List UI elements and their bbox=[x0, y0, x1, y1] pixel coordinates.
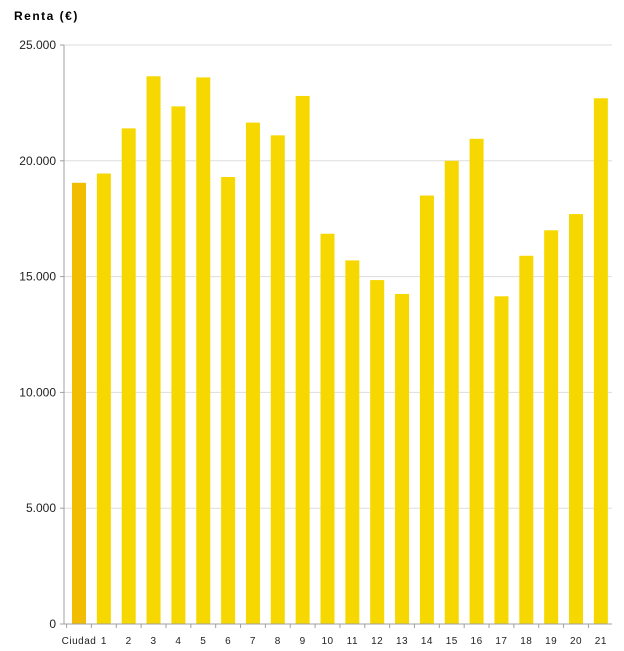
bar-4 bbox=[171, 106, 186, 625]
y-tick-label: 25.000 bbox=[19, 38, 56, 52]
x-tick-label: 7 bbox=[250, 636, 256, 647]
x-tick-label: 4 bbox=[175, 636, 181, 647]
x-tick-label: 8 bbox=[275, 636, 281, 647]
x-tick-label: 21 bbox=[595, 636, 607, 647]
x-tick-label: Ciudad bbox=[62, 636, 97, 647]
x-tick-label: 10 bbox=[321, 636, 333, 647]
y-tick-label: 10.000 bbox=[19, 385, 56, 399]
bar-14 bbox=[419, 195, 434, 625]
x-tick-label: 20 bbox=[570, 636, 582, 647]
bar-13 bbox=[395, 293, 410, 624]
y-tick-label: 5.000 bbox=[26, 501, 56, 515]
bar-8 bbox=[270, 135, 285, 624]
x-tick-label: 13 bbox=[396, 636, 408, 647]
x-tick-label: 14 bbox=[421, 636, 433, 647]
bar-1 bbox=[96, 173, 111, 625]
x-tick-label: 15 bbox=[446, 636, 458, 647]
axes bbox=[60, 44, 612, 628]
x-tick-label: 17 bbox=[495, 636, 507, 647]
bar-9 bbox=[295, 95, 310, 624]
x-tick-label: 11 bbox=[347, 636, 358, 647]
bar-2 bbox=[121, 128, 136, 624]
bar-10 bbox=[320, 233, 335, 624]
bar-17 bbox=[494, 296, 509, 624]
bar-18 bbox=[519, 255, 534, 624]
bar-12 bbox=[370, 280, 385, 624]
x-tick-label: 6 bbox=[225, 636, 231, 647]
bars bbox=[72, 76, 608, 625]
bar-5 bbox=[196, 77, 211, 625]
x-tick-label: 12 bbox=[371, 636, 383, 647]
bar-11 bbox=[345, 260, 360, 624]
y-tick-label: 15.000 bbox=[19, 270, 56, 284]
y-tick-label: 0 bbox=[49, 617, 56, 631]
x-tick-label: 1 bbox=[101, 636, 107, 647]
bar-16 bbox=[469, 138, 484, 625]
x-tick-label: 5 bbox=[200, 636, 206, 647]
bar-20 bbox=[569, 214, 583, 624]
y-tick-label: 20.000 bbox=[19, 154, 56, 168]
x-tick-label: 19 bbox=[545, 636, 557, 647]
bar-6 bbox=[221, 177, 236, 624]
bar-7 bbox=[245, 122, 260, 624]
bar-15 bbox=[444, 160, 459, 625]
bar-21 bbox=[593, 98, 608, 624]
x-tick-label: 9 bbox=[300, 636, 306, 647]
bar-19 bbox=[544, 230, 559, 624]
x-tick-label: 16 bbox=[471, 636, 483, 647]
chart-title: Renta (€) bbox=[14, 9, 79, 23]
bar-ciudad bbox=[72, 182, 86, 625]
x-tick-label: 18 bbox=[520, 636, 532, 647]
x-tick-label: 2 bbox=[126, 636, 132, 647]
x-tick-label: 3 bbox=[151, 636, 157, 647]
bar-3 bbox=[146, 76, 161, 624]
